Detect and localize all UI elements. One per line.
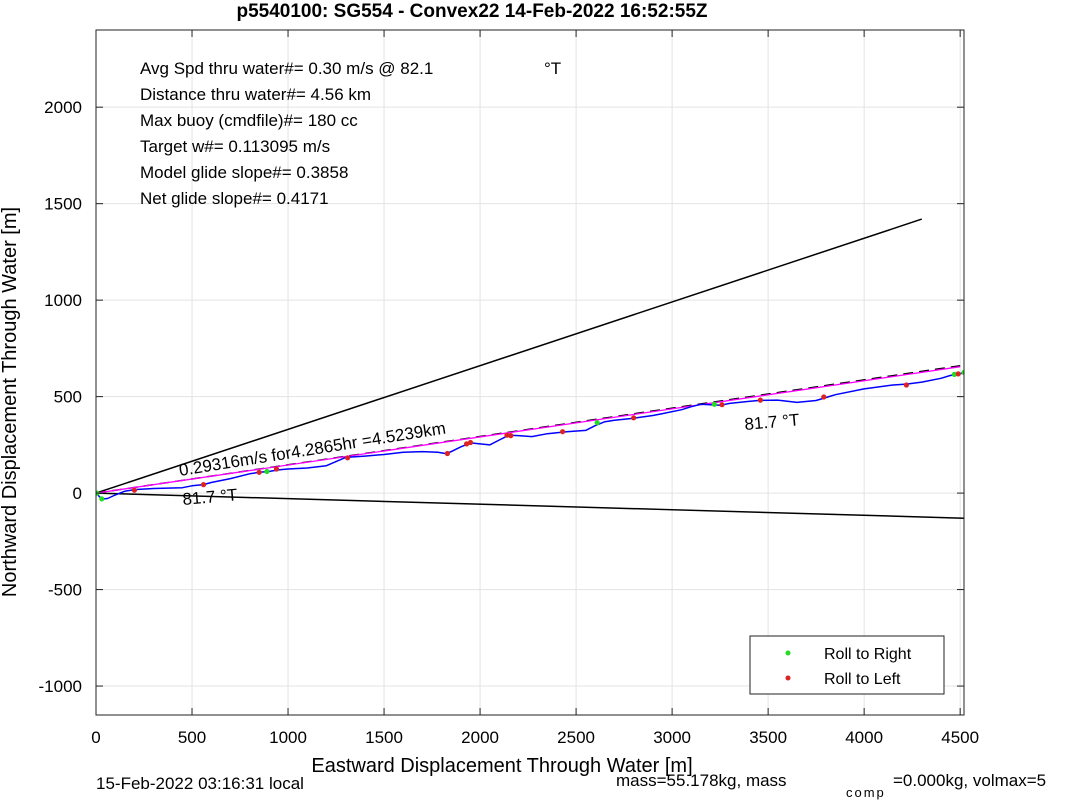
info-unit-label: °T [544,59,561,78]
x-tick-label: 3000 [653,728,691,747]
info-line: Target w#= 0.113095 m/s [140,137,330,156]
mass-comp-subscript: comp [846,785,886,800]
roll-right-point [711,401,718,407]
y-axis-ticks: -1000 -500 0 500 1000 1500 2000 [39,98,964,696]
roll-left-point [444,450,450,457]
x-tick-label: 0 [91,728,100,747]
roll-left-point [719,402,725,408]
info-line: Distance thru water#= 4.56 km [140,85,371,104]
plot-area [96,30,964,715]
roll-left-point [631,415,637,421]
roll-right-point [961,369,964,376]
heading-annotation-right: 81.7 °T [744,410,800,434]
x-tick-label: 1000 [269,728,307,747]
envelope-line [96,218,923,494]
roll-left-point [273,466,280,472]
legend-label-roll-right: Roll to Right [824,646,912,663]
roll-left-point [200,482,207,488]
roll-left-point [467,439,474,446]
x-tick-label: 4500 [941,728,979,747]
roll-left-point [345,455,351,461]
x-tick-label: 4000 [845,728,883,747]
heading-annotation-left: 81.7 °T [182,485,238,509]
roll-left-point [560,429,566,435]
x-tick-label: 2000 [461,728,499,747]
legend-box [749,635,945,695]
roll-left-point [504,432,510,438]
legend: Roll to Right Roll to Left [749,635,945,695]
info-line: Model glide slope#= 0.3858 [140,163,348,182]
roll-left-point [955,371,961,377]
envelope-line [96,492,964,519]
x-axis-label: Eastward Displacement Through Water [m] [311,755,692,777]
x-axis-ticks: 0 500 1000 1500 2000 2500 3000 3500 4000 4500 [91,30,979,747]
x-tick-label: 500 [178,728,206,747]
roll-right-point [594,420,600,426]
legend-label-roll-left: Roll to Left [824,671,901,688]
roll-right-point [264,468,270,475]
roll-left-point [256,469,262,475]
chart-title: p5540100: SG554 - Convex22 14-Feb-2022 1… [236,1,707,22]
legend-marker-roll-left [785,675,791,681]
axes-frame [95,29,965,716]
roll-left-point [903,382,910,388]
y-tick-label: 1000 [44,291,82,310]
glider-track-line [96,371,964,500]
info-line: Max buoy (cmdfile)#= 180 cc [140,111,358,130]
roll-left-point [757,397,764,403]
mass-text: mass=55.178kg, mass [616,771,787,790]
y-tick-label: 0 [73,484,82,503]
x-tick-label: 2500 [557,728,595,747]
info-line: Avg Spd thru water#= 0.30 m/s @ 82.1 [140,59,433,78]
grid-lines [95,30,964,715]
y-axis-label: Northward Displacement Through Water [m] [0,207,21,597]
y-tick-label: -1000 [39,677,82,696]
roll-right-point [99,496,105,502]
roll-left-point [821,394,827,400]
x-tick-label: 3500 [749,728,787,747]
mean-track-line [96,366,961,494]
y-tick-label: 500 [54,388,82,407]
volmax-text: =0.000kg, volmax=5 [893,771,1046,790]
info-line: Net glide slope#= 0.4171 [140,189,329,208]
y-tick-label: 2000 [44,98,82,117]
x-tick-label: 1500 [365,728,403,747]
roll-left-point [131,487,137,493]
legend-marker-roll-right [785,650,791,656]
info-block: Avg Spd thru water#= 0.30 m/s @ 82.1 Dist… [140,59,433,208]
local-time: 15-Feb-2022 03:16:31 local [96,774,304,793]
roll-left-point [464,441,470,447]
series-layer [96,218,964,519]
roll-left-point [508,433,514,439]
y-tick-label: 1500 [44,195,82,214]
y-tick-label: -500 [48,581,82,600]
roll-right-point [951,371,958,377]
